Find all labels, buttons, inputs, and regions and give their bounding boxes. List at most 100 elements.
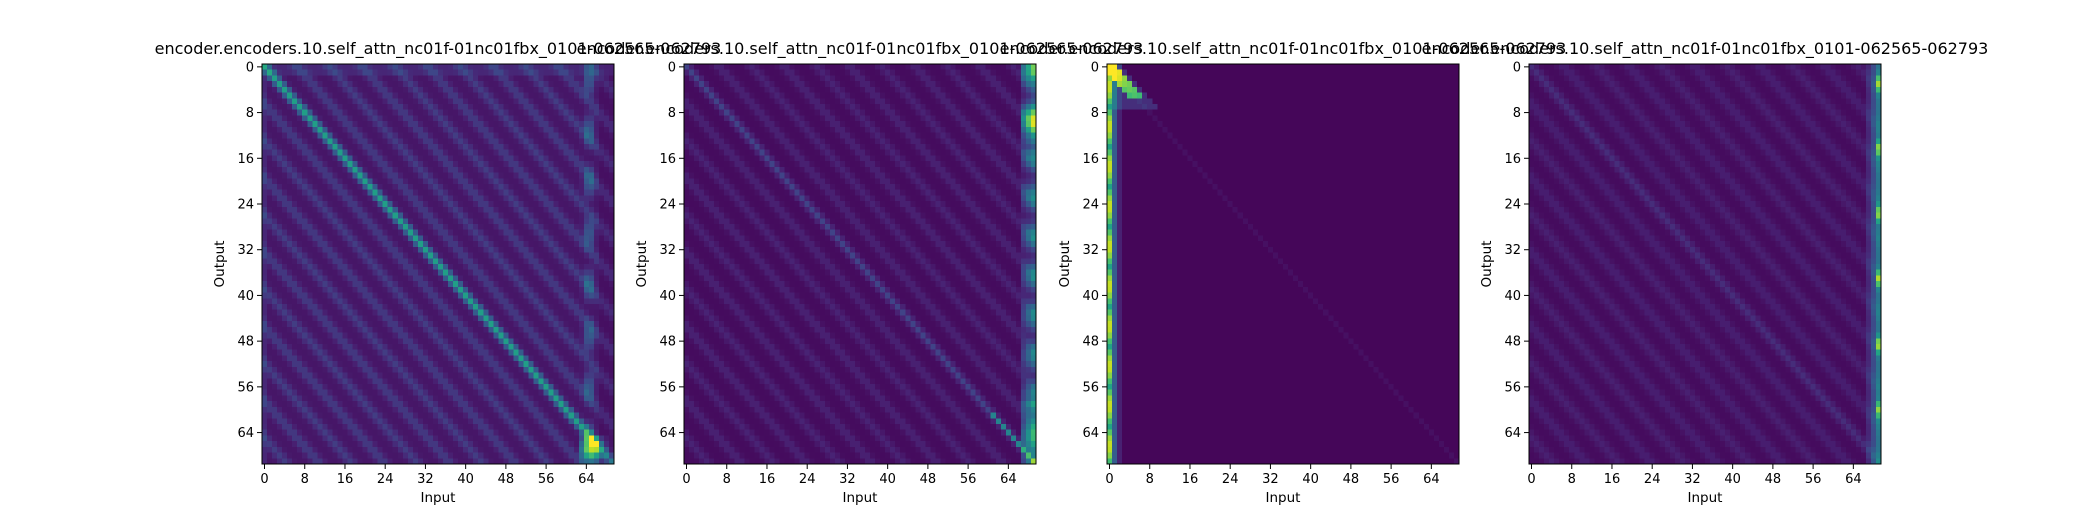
heatmap-cell xyxy=(543,206,549,213)
heatmap-cell xyxy=(377,424,384,431)
heatmap-cell xyxy=(463,161,469,168)
heatmap-cell xyxy=(422,298,429,305)
heatmap-cell xyxy=(392,269,399,276)
heatmap-cell xyxy=(583,309,590,316)
heatmap-cell xyxy=(362,109,368,116)
heatmap-cell xyxy=(443,286,449,293)
heatmap-cell xyxy=(392,292,399,299)
heatmap-cell xyxy=(453,172,459,179)
heatmap-cell xyxy=(292,395,298,402)
heatmap-cell xyxy=(558,424,565,431)
heatmap-cell xyxy=(357,366,363,373)
heatmap-cell xyxy=(558,258,565,265)
heatmap-cell xyxy=(558,406,565,413)
heatmap-cell xyxy=(362,64,368,71)
heatmap-cell xyxy=(583,252,590,259)
heatmap-cell xyxy=(292,235,298,242)
heatmap-cell xyxy=(367,338,373,345)
heatmap-cell xyxy=(508,366,514,373)
heatmap-cell xyxy=(347,424,353,431)
heatmap-cell xyxy=(317,332,323,339)
heatmap-cell xyxy=(312,252,318,259)
heatmap-cell xyxy=(513,452,519,459)
heatmap-cell xyxy=(312,264,318,271)
heatmap-cell xyxy=(488,149,494,156)
heatmap-cell xyxy=(332,395,338,402)
heatmap-cell xyxy=(367,378,373,385)
heatmap-cell xyxy=(372,418,379,425)
heatmap-cell xyxy=(608,315,615,322)
heatmap-cell xyxy=(493,458,499,465)
heatmap-cell xyxy=(498,446,504,453)
heatmap-cell xyxy=(307,109,313,116)
heatmap-cell xyxy=(458,235,464,242)
heatmap-cell xyxy=(412,212,419,219)
heatmap-cell xyxy=(553,178,560,185)
heatmap-cell xyxy=(443,86,449,93)
heatmap-cell xyxy=(272,315,278,322)
heatmap-cell xyxy=(498,401,504,408)
heatmap-cell xyxy=(387,178,394,185)
heatmap-cell xyxy=(427,418,434,425)
heatmap-cell xyxy=(538,195,544,202)
heatmap-cell xyxy=(342,258,348,265)
heatmap-cell xyxy=(543,378,549,385)
heatmap-cell xyxy=(347,201,353,208)
heatmap-cell xyxy=(558,286,565,293)
heatmap-cell xyxy=(367,424,373,431)
heatmap-cell xyxy=(548,315,555,322)
heatmap-cell xyxy=(377,98,384,105)
heatmap-cell xyxy=(468,98,474,105)
heatmap-cell xyxy=(513,401,519,408)
heatmap-cell xyxy=(292,166,298,173)
heatmap-cell xyxy=(277,241,283,248)
heatmap-cell xyxy=(307,304,313,311)
heatmap-cell xyxy=(598,201,605,208)
heatmap-cell xyxy=(935,64,941,71)
heatmap-cell xyxy=(513,184,519,191)
heatmap-cell xyxy=(538,406,544,413)
heatmap-cell xyxy=(573,69,580,76)
heatmap-cell xyxy=(478,218,484,225)
heatmap-cell xyxy=(498,361,504,368)
heatmap-cell xyxy=(563,212,570,219)
heatmap-cell xyxy=(468,309,474,316)
heatmap-cell xyxy=(292,264,298,271)
heatmap-cell xyxy=(312,218,318,225)
heatmap-cell xyxy=(417,429,424,436)
heatmap-cell xyxy=(453,132,459,139)
heatmap-cell xyxy=(282,126,288,133)
heatmap-cell xyxy=(518,138,524,145)
heatmap-cell xyxy=(317,258,323,265)
heatmap-cell xyxy=(302,69,308,76)
heatmap-cell xyxy=(438,338,444,345)
heatmap-cell xyxy=(523,452,529,459)
heatmap-cell xyxy=(362,201,368,208)
heatmap-cell xyxy=(573,241,580,248)
heatmap-cell xyxy=(583,69,590,76)
heatmap-cell xyxy=(523,178,529,185)
heatmap-cell xyxy=(463,229,469,236)
heatmap-cell xyxy=(463,138,469,145)
heatmap-cell xyxy=(372,395,379,402)
heatmap-cell xyxy=(357,138,363,145)
heatmap-cell xyxy=(412,338,419,345)
heatmap-cell xyxy=(412,201,419,208)
heatmap-cell xyxy=(387,172,394,179)
heatmap-cell xyxy=(438,195,444,202)
heatmap-cell xyxy=(493,395,499,402)
heatmap-cell xyxy=(483,64,489,71)
heatmap-cell xyxy=(523,189,529,196)
heatmap-cell xyxy=(478,229,484,236)
heatmap-cell xyxy=(422,189,429,196)
heatmap-cell xyxy=(297,241,303,248)
heatmap-cell xyxy=(302,298,308,305)
heatmap-cell xyxy=(392,195,399,202)
heatmap-cell xyxy=(498,275,504,282)
heatmap-cell xyxy=(372,201,379,208)
heatmap-cell xyxy=(483,366,489,373)
heatmap-cell xyxy=(473,229,479,236)
heatmap-cell xyxy=(317,309,323,316)
heatmap-cell xyxy=(432,264,439,271)
heatmap-cell xyxy=(603,172,610,179)
